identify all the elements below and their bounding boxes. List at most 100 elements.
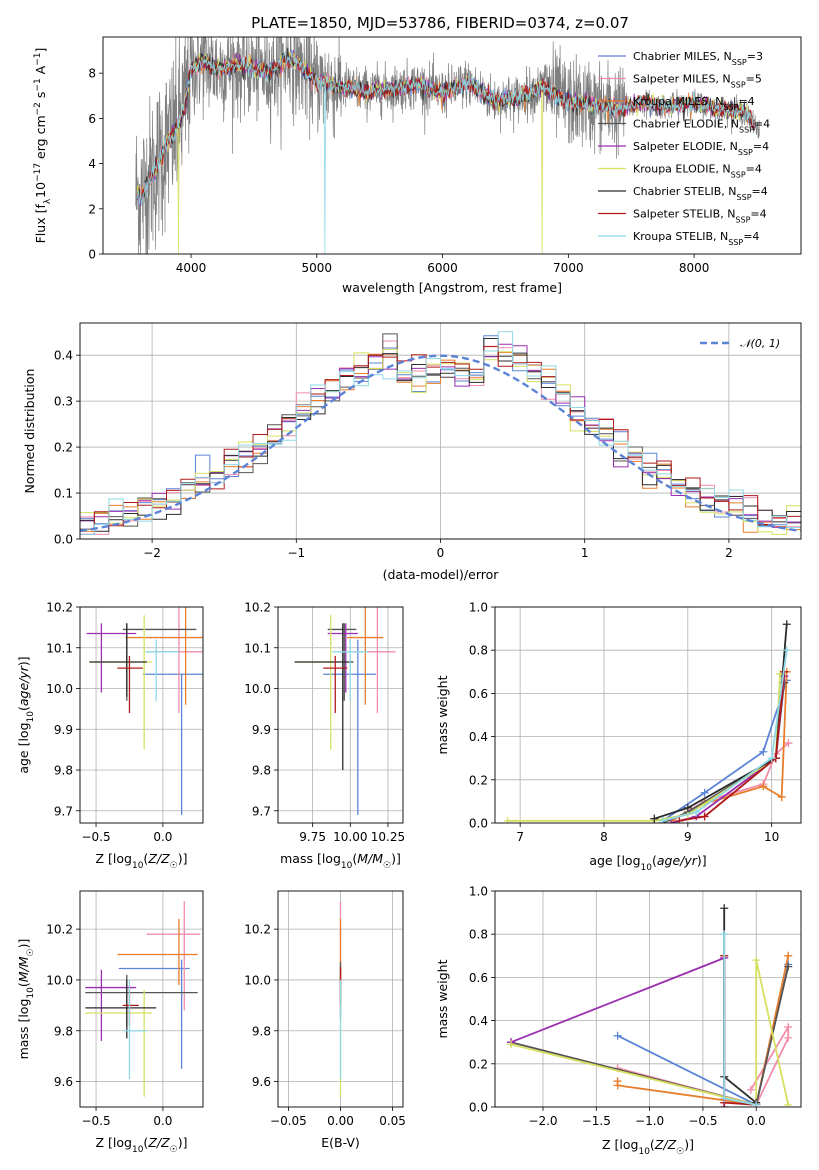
residuals-xtick-label: −1 <box>287 546 305 560</box>
weight_vs_Z-marker-6-0 <box>720 904 729 913</box>
weight_vs_Z-ytick-label: 1.0 <box>469 885 488 899</box>
weight_vs_age-xtick-label: 10 <box>764 830 779 844</box>
age_vs_Z-ylabel-part: ( <box>16 706 31 711</box>
mass_vs_EBV-ytick-label: 10.2 <box>244 923 271 937</box>
spectrum-ytick-label: 8 <box>88 67 96 81</box>
weight_vs_Z-marker-2-1 <box>613 1081 622 1090</box>
mass_vs_EBV-panel: −0.05 0.00 0.05 9.6 9.8 10.0 10.2 E(B-V) <box>244 890 406 1150</box>
residual-hist-chabrier-stelib <box>80 338 801 532</box>
age_vs_Z-xlabel: Z [log10(Z/Z☉)] <box>96 851 188 871</box>
weight_vs_Z-ylabel-part: mass weight <box>435 959 450 1038</box>
mass_vs_Z-ytick-label: 10.0 <box>46 973 73 987</box>
spectrum-xtick-label: 7000 <box>553 261 584 275</box>
age_vs_Z-xlabel-part: 10 <box>132 861 144 871</box>
weight_vs_age-ylabel: mass weight <box>435 675 450 754</box>
weight_vs_age-ytick-label: 0.2 <box>469 773 488 787</box>
mass_vs_Z-xlabel-part: )] <box>178 1135 188 1150</box>
spectrum-model-kroupa-stelib <box>136 50 755 254</box>
age_vs_Z-axes: −0.5 0.0 9.7 9.8 9.9 10.0 10.1 10.2 <box>46 601 172 845</box>
weight_vs_Z-xtick-label: −0.5 <box>688 1114 717 1128</box>
weight_vs_age-xlabel-part: 10 <box>641 863 653 873</box>
legend-entry-name: Kroupa STELIB, N <box>633 230 728 243</box>
weight_vs_age-marker-4-0 <box>667 819 676 823</box>
legend-entry-3: Chabrier ELODIE, NSSP=4 <box>633 118 770 135</box>
mass_vs_EBV-frame <box>277 890 404 1108</box>
spectrum-ylabel-part: −1 <box>33 78 43 91</box>
mass_vs_Z-ylabel-part: ( <box>16 982 31 987</box>
legend-entry-sub: SSP <box>735 215 750 224</box>
legend-entry-name: Kroupa ELODIE, N <box>633 163 731 176</box>
legend-entry-name: Chabrier STELIB, N <box>633 185 737 198</box>
mass_vs_Z-xlabel-part: ( <box>143 1135 148 1150</box>
residuals-ylabel-part: Normed distribution <box>22 369 37 494</box>
weight_vs_age-marker-6-1 <box>683 803 692 812</box>
weight_vs_Z-xtick-label: −1.0 <box>635 1114 664 1128</box>
weight_vs_Z-xtick-label: −1.5 <box>582 1114 611 1128</box>
spectrum-xlabel: wavelength [Angstrom, rest frame] <box>342 280 562 295</box>
legend-entry-sub: SSP <box>731 170 746 179</box>
spectrum-panel: 4000 5000 6000 7000 8000 0 2 4 6 8 wavelength [Ang… <box>33 36 802 295</box>
spectrum-ylabel-part: −1 <box>33 53 43 66</box>
mass_vs_Z-ylabel-part: 10 <box>26 987 36 999</box>
age_vs_mass-ytick-label: 10.2 <box>244 601 271 615</box>
weight_vs_age-line-salpeter-stelib <box>679 671 786 822</box>
weight_vs_Z-marker-1-2 <box>784 1033 793 1042</box>
age_vs_mass-panel: 9.75 10.00 10.25 9.7 9.8 9.9 10.0 10.1 10.2 mass … <box>244 601 405 872</box>
residuals-xtick-label: 0 <box>437 546 445 560</box>
age_vs_mass-ytick-label: 9.9 <box>252 723 271 737</box>
weight_vs_age-marker-6-0 <box>650 814 659 823</box>
age_vs_mass-ytick-label: 9.7 <box>252 804 271 818</box>
mass_vs_Z-ylabel-part: )] <box>16 939 31 949</box>
legend-entry-sub: SSP <box>728 238 743 247</box>
weight_vs_age-marker-8-1 <box>692 808 701 817</box>
weight_vs_age-xlabel-part: )] <box>697 853 707 868</box>
weight_vs_age-xtick-label: 7 <box>516 830 524 844</box>
weight_vs_age-marker-5-0 <box>503 816 512 823</box>
mass_vs_Z-ylabel: mass [log10(M/M☉)] <box>16 939 36 1060</box>
spectrum-axes: 4000 5000 6000 7000 8000 0 2 4 6 8 <box>88 67 709 275</box>
age_vs_Z-xlabel-part: ( <box>143 851 148 866</box>
age_vs_mass-xtick-label: 10.00 <box>333 830 367 844</box>
legend-entry-sub: SSP <box>737 193 752 202</box>
age_vs_Z-xtick-label: −0.5 <box>81 830 110 844</box>
legend-entry-name: Kroupa MILES, N <box>633 95 723 108</box>
weight_vs_Z-axes: −2.0 −1.5 −1.0 −0.5 0.0 0.0 0.2 0.4 0.6 0.8 1.0 <box>469 885 766 1129</box>
mass_vs_EBV-ytick-label: 10.0 <box>244 973 271 987</box>
mass_vs_Z-xlabel-part: ☉ <box>170 1145 178 1155</box>
weight_vs_age-frame <box>494 606 802 824</box>
weight_vs_age-marker-7-1 <box>700 812 709 821</box>
residuals-legend-label: 𝒩(0, 1) <box>740 337 780 350</box>
mass_vs_Z-xtick-label: 0.0 <box>153 1114 172 1128</box>
weight_vs_Z-ytick-label: 0.6 <box>469 971 488 985</box>
mass_vs_Z-xlabel: Z [log10(Z/Z☉)] <box>96 1135 188 1155</box>
weight_vs_Z-ytick-label: 0.2 <box>469 1057 488 1071</box>
age_vs_Z-xlabel-part: ☉ <box>170 861 178 871</box>
weight_vs_age-marker-0-1 <box>700 788 709 797</box>
age_vs_Z-panel: −0.5 0.09.79.89.910.010.110.2 Z [log10(Z/Z… <box>16 601 204 871</box>
age_vs_mass-ytick-label: 9.8 <box>252 764 271 778</box>
weight_vs_Z-xlabel-part: ( <box>650 1137 655 1152</box>
weight_vs_Z-marker-0-0 <box>613 1031 622 1040</box>
figure-title: PLATE=1850, MJD=53786, FIBERID=0374, z=0… <box>251 14 629 32</box>
legend-entry-sub: SSP <box>738 148 753 157</box>
spectrum-xtick-label: 5000 <box>302 261 333 275</box>
mass_vs_Z-ytick-label: 9.6 <box>54 1075 73 1089</box>
legend-entry-count: =4 <box>750 208 766 221</box>
spectrum-ylabel-part: 10 <box>33 182 48 198</box>
weight_vs_Z-frame <box>494 890 802 1108</box>
weight_vs_Z-ytick-label: 0.4 <box>469 1014 488 1028</box>
weight_vs_Z-xlabel: Z [log10(Z/Z☉)] <box>602 1137 694 1157</box>
spectrum-ytick-label: 0 <box>88 248 96 262</box>
weight_vs_Z-marker-8-1 <box>720 1094 729 1103</box>
weight_vs_Z-ylabel: mass weight <box>435 959 450 1038</box>
weight_vs_Z-marker-5-2 <box>752 956 761 965</box>
legend-entry-2: Kroupa MILES, NSSP=4 <box>633 95 755 112</box>
legend-entry-7: Salpeter STELIB, NSSP=4 <box>633 208 767 225</box>
spectrum-plot-area <box>135 37 760 254</box>
spectrum-ytick-label: 4 <box>88 157 96 171</box>
mass_vs_Z-ytick-label: 9.8 <box>54 1024 73 1038</box>
weight_vs_Z-marker-5-3 <box>784 1100 793 1107</box>
age_vs_Z-ylabel-part: )] <box>16 656 31 666</box>
